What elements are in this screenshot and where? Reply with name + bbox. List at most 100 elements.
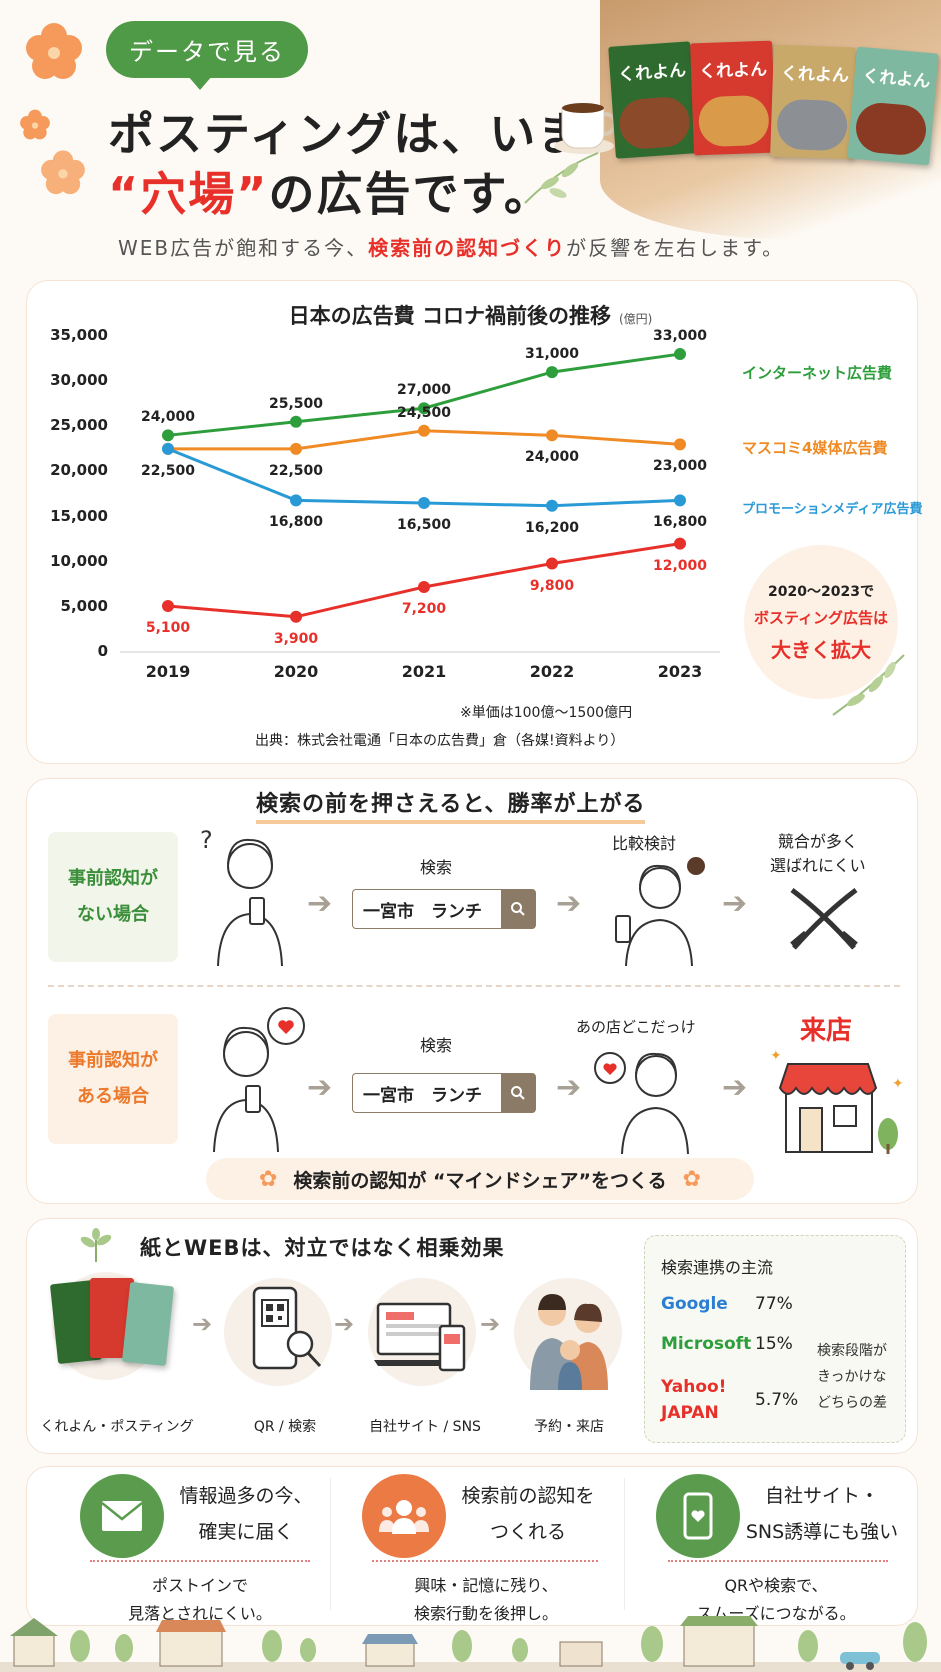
data-label: 16,800: [268, 514, 324, 531]
case-label: 事前認知が: [68, 868, 158, 889]
search-box[interactable]: 一宮市 ランチ: [352, 889, 536, 929]
no-awareness-case: 事前認知が ない場合: [48, 832, 178, 962]
x-tick-label: 2020: [273, 662, 319, 681]
case-label: ある場合: [77, 1086, 149, 1107]
benefit-dotline: [668, 1560, 888, 1562]
data-label: 24,000: [140, 409, 196, 426]
benefit-text: 興味・記憶に残り、 検索行動を後押し。: [356, 1572, 616, 1628]
data-label: 7,200: [401, 600, 447, 617]
flow-label: くれよん・ポスティング: [40, 1419, 194, 1435]
person-confused-icon: [615, 857, 705, 966]
search-query: 一宮市 ランチ: [363, 901, 482, 922]
data-point: [162, 442, 174, 455]
people-network-icon: [362, 1474, 446, 1558]
chart-title-text: 日本の広告費 コロナ禍前後の推移: [288, 304, 611, 328]
flow-label: QR / 検索: [253, 1419, 317, 1435]
data-point: [290, 442, 302, 455]
share-name-microsoft: Microsoft: [661, 1334, 752, 1354]
subtitle-part: WEB広告が飽和する今、: [118, 236, 369, 260]
posting-growth-badge: 2020〜2023で ボスティング広告は 大きく拡大: [744, 545, 898, 699]
family-icon: [530, 1294, 608, 1390]
coffee-cup-icon: [554, 103, 617, 154]
benefit-title-line: つくれる: [489, 1521, 566, 1543]
benefit-title: 情報過多の今、 確実に届く: [146, 1478, 346, 1550]
benefit-dotline: [372, 1560, 598, 1562]
search-box[interactable]: 一宮市 ランチ: [352, 1073, 536, 1113]
subtitle-highlight: 検索前の認知づくり: [368, 236, 567, 260]
series-label-internet: インターネット広告費: [742, 364, 893, 382]
mindshare-banner: ✿ 検索前の認知が “マインドシェア”をつくる ✿: [206, 1158, 754, 1200]
smartphone-heart-icon: [656, 1474, 740, 1558]
benefit-title: 検索前の認知を つくれる: [428, 1478, 628, 1550]
badge-line: 2020〜2023で: [768, 584, 874, 600]
x-tick-label: 2023: [657, 662, 703, 681]
search-icon[interactable]: [501, 890, 535, 928]
benefit-text-line: QRや検索で、: [724, 1576, 828, 1595]
data-label: 23,000: [652, 458, 708, 475]
data-point: [418, 424, 430, 437]
data-label: 9,800: [529, 577, 575, 594]
section-divider: [48, 985, 900, 987]
arrow-icon: ➔: [480, 1310, 501, 1338]
question-mark: ?: [200, 826, 213, 854]
competition-label: 競合が多く選ばれにくい: [770, 830, 866, 878]
data-label: 22,500: [268, 462, 324, 479]
section-pill: データで見る: [106, 21, 308, 90]
share-value-yahoo: 5.7%: [755, 1390, 799, 1410]
benefit-title-line: SNS誘導にも強い: [745, 1521, 899, 1543]
person-with-phone-icon: [213, 1007, 305, 1152]
sprout-icon: [80, 1228, 112, 1262]
benefit-text: ポストインで 見落とされにくい。: [70, 1572, 330, 1628]
benefit-divider: [624, 1478, 625, 1610]
data-point: [546, 499, 558, 512]
benefit-title-line: 自社サイト・: [764, 1485, 879, 1507]
data-point: [290, 610, 302, 623]
competition-line: 選ばれにくい: [770, 856, 866, 875]
benefit-divider: [330, 1478, 331, 1610]
website-devices-icon: [374, 1302, 466, 1372]
title-rest: の広告です。: [268, 167, 552, 221]
benefit-title-line: 検索前の認知を: [461, 1485, 595, 1507]
qr-search-icon: [252, 1286, 322, 1370]
data-point: [546, 429, 558, 442]
arrow-icon: ➔: [307, 1070, 333, 1105]
data-point: [162, 429, 174, 442]
competition-line: 競合が多く: [777, 832, 858, 851]
shop-icon: ✦ ✦: [770, 1048, 904, 1154]
data-label: 5,100: [145, 619, 191, 636]
page-subtitle: WEB広告が飽和する今、検索前の認知づくりが反響を左右します。: [118, 232, 784, 261]
series-label-promotion: プロモーションメディア広告費: [742, 502, 923, 517]
search-icon[interactable]: [501, 1074, 535, 1112]
leaf-icon: [832, 654, 905, 716]
data-point: [290, 415, 302, 428]
y-tick-label: 25,000: [50, 416, 108, 435]
share-value-microsoft: 15%: [755, 1334, 793, 1354]
badge-line: ボスティング広告は: [753, 609, 889, 627]
arrow-icon: ➔: [556, 886, 582, 921]
data-label: 3,900: [273, 630, 319, 647]
svg-text:✦: ✦: [892, 1076, 904, 1092]
data-label: 27,000: [396, 382, 452, 399]
badge-line: 大きく拡大: [771, 638, 871, 662]
x-tick-label: 2021: [401, 662, 447, 681]
arrow-icon: ➔: [722, 1070, 748, 1105]
crossed-swords-icon: [790, 888, 858, 950]
data-point: [418, 402, 430, 415]
share-value-google: 77%: [755, 1294, 793, 1314]
mail-icon: [80, 1474, 164, 1558]
search-query: 一宮市 ランチ: [363, 1085, 482, 1106]
y-tick-label: 30,000: [50, 371, 108, 390]
data-label: 16,800: [652, 514, 708, 531]
y-tick-label: 20,000: [50, 461, 108, 480]
person-remembering-icon: [594, 1052, 689, 1154]
page-title-line2: “穴場”の広告です。: [108, 158, 552, 224]
compare-label: 比較検討: [612, 834, 677, 853]
benefit-title-line: 確実に届く: [198, 1521, 294, 1543]
case-label: ない場合: [77, 904, 149, 925]
flower-icon: ✿: [682, 1166, 702, 1192]
arrow-icon: ➔: [307, 886, 333, 921]
benefit-title: 自社サイト・ SNS誘導にも強い: [722, 1478, 922, 1550]
y-tick-label: 10,000: [50, 551, 108, 570]
case-label: 事前認知が: [68, 1050, 158, 1071]
share-name-google: Google: [661, 1294, 728, 1314]
